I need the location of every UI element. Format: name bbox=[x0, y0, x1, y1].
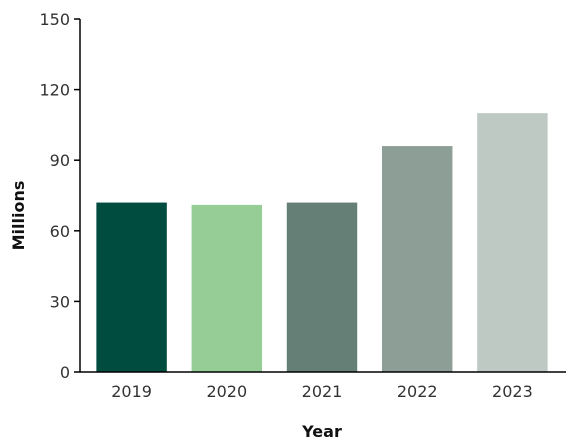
bar-2019 bbox=[96, 202, 167, 372]
y-tick-label: 90 bbox=[50, 151, 70, 170]
x-tick-label: 2022 bbox=[397, 382, 438, 401]
x-tick-label: 2019 bbox=[111, 382, 152, 401]
y-tick-label: 60 bbox=[50, 222, 70, 241]
y-tick-label: 0 bbox=[60, 363, 70, 382]
y-ticks: 0 30 60 90 120 150 bbox=[39, 10, 80, 382]
y-tick-label: 30 bbox=[50, 292, 70, 311]
bar-2023 bbox=[477, 113, 548, 372]
x-ticks: 2019 2020 2021 2022 2023 bbox=[111, 382, 533, 401]
bar-2020 bbox=[191, 204, 263, 372]
x-tick-label: 2021 bbox=[302, 382, 343, 401]
bar-2021 bbox=[286, 202, 358, 372]
y-axis-title: Millions bbox=[9, 181, 28, 251]
y-tick-label: 150 bbox=[39, 10, 70, 29]
y-tick-label: 120 bbox=[39, 81, 70, 100]
x-tick-label: 2020 bbox=[206, 382, 247, 401]
x-tick-label: 2023 bbox=[492, 382, 533, 401]
x-axis-title: Year bbox=[301, 422, 342, 441]
bars-layer bbox=[96, 113, 548, 372]
bar-2022 bbox=[381, 146, 453, 372]
